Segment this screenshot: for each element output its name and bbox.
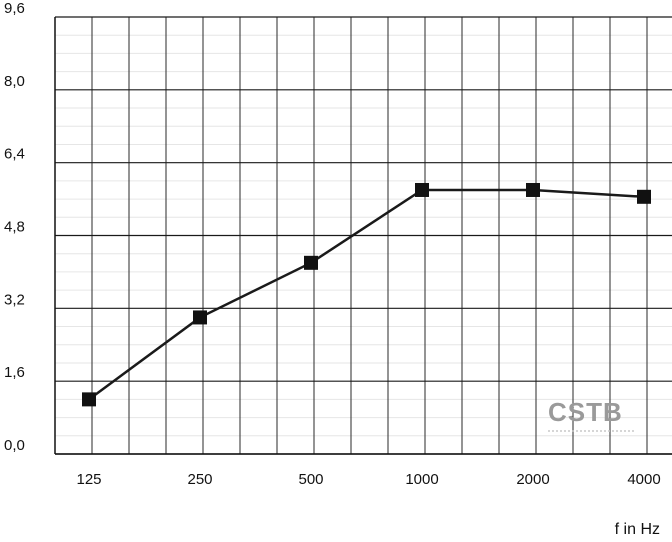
data-point-marker (82, 392, 96, 407)
data-point-marker (415, 182, 429, 197)
cstb-logo-text: CSTB (548, 397, 623, 427)
y-tick-label: 6,4 (4, 146, 25, 163)
y-tick-label: 4,8 (4, 219, 25, 236)
x-tick-label: 2000 (516, 471, 549, 488)
cstb-logo: CSTB (548, 397, 636, 432)
x-tick-label: 4000 (627, 471, 660, 488)
x-tick-label: 250 (187, 471, 212, 488)
series (82, 182, 651, 407)
x-tick-label: 1000 (405, 471, 438, 488)
data-point-marker (637, 189, 651, 204)
data-point-marker (193, 310, 207, 325)
x-tick-label: 500 (298, 471, 323, 488)
x-axis-ticks: 125 250 500 1000 2000 4000 (76, 471, 660, 488)
y-axis-ticks: 0,0 1,6 3,2 4,8 6,4 8,0 9,6 (4, 0, 25, 454)
series-line (88, 188, 645, 401)
y-tick-label: 3,2 (4, 291, 25, 308)
y-tick-label: 9,6 (4, 0, 25, 17)
grid (54, 16, 672, 455)
x-axis-label: f in Hz (615, 521, 660, 538)
y-tick-label: 8,0 (4, 73, 25, 90)
data-point-marker (526, 182, 540, 197)
data-point-marker (304, 255, 318, 270)
y-tick-label: 1,6 (4, 364, 25, 381)
x-tick-label: 125 (76, 471, 101, 488)
y-tick-label: 0,0 (4, 437, 25, 454)
